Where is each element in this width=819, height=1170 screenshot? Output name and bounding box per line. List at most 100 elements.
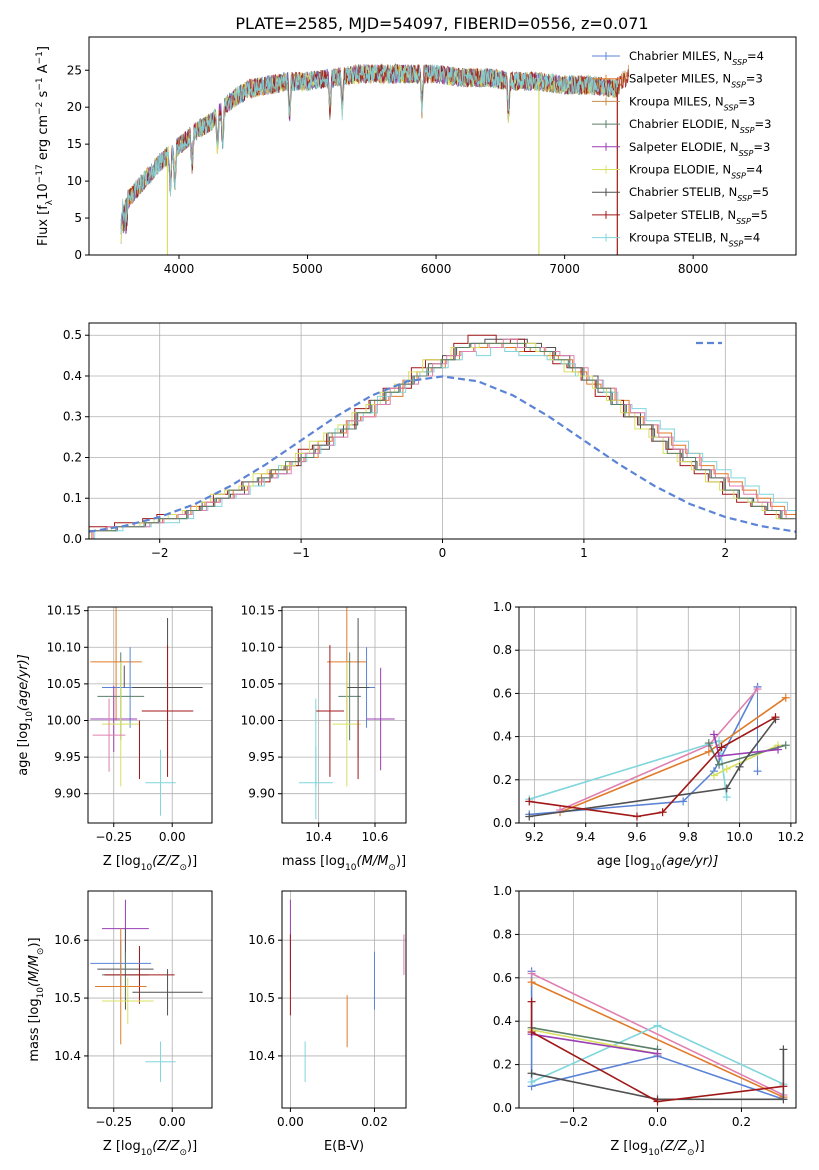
legend-name: Salpeter STELIB [629,208,720,222]
x-label-text: Z [log [610,1139,648,1154]
y-tick-label: 0.2 [493,1058,512,1072]
y-tick-label: 10.5 [248,991,275,1005]
legend-eq: = [755,117,765,131]
legend-sub: SSP [731,80,746,89]
x-tick-label: 10.0 [726,830,753,844]
y-tick-label: 9.95 [248,750,275,764]
y-axis-label: age [log10(age/yr)] [16,654,35,776]
legend-eq: = [746,72,756,86]
y-tick-label: 0.6 [493,686,512,700]
legend-nssp: 5 [760,208,767,222]
legend-sub: SSP [740,126,755,135]
plot-area [120,62,629,255]
x-label-end: )] [695,1139,705,1154]
legend-eq: = [747,49,757,63]
x-tick-label: 0.00 [159,1115,186,1129]
axes-frame [281,606,407,824]
legend-nssp: 4 [753,231,760,245]
legend-nssp: 3 [748,94,755,108]
plot-area [90,899,203,1082]
y-tick-label: 0.5 [63,328,82,342]
y-tick-label: 10.15 [47,604,81,618]
x-label-sub: 10 [141,863,153,873]
mass-weight-line [529,686,759,816]
grid [519,606,796,824]
x-label-text: Z [log [103,854,141,869]
mass-weight-line [559,688,759,811]
x-tick-label: 0 [439,546,447,560]
x-label-sun: ⊙ [179,1148,187,1158]
panel-age-vs-mass: 10.4 10.6 9.90 9.95 10.00 10.05 10.10 10.15 mass… [241,604,407,873]
grid [88,891,212,1108]
ylabel-sup: −2 [35,102,45,115]
legend-sep: , N [721,185,737,199]
mass-weight-line [531,972,784,1096]
x-tick-label: 6000 [421,262,452,276]
legend-name: Salpeter MILES [629,72,715,86]
legend-sub: SSP [731,171,746,180]
y-tick-label: 9.90 [54,787,81,801]
x-tick-label: 9.4 [576,830,595,844]
y-label-rest: (age/yr)] [16,654,31,711]
x-tick-label: 8000 [678,262,709,276]
x-tick-label: 10.4 [305,830,332,844]
grid [282,607,406,823]
grid [519,890,796,1109]
legend-name: Salpeter ELODIE [629,140,723,154]
x-label-end: )] [187,854,197,869]
x-tick-label: −0.25 [95,1115,132,1129]
x-axis-label: mass [log10(M/M⊙)] [282,854,406,873]
y-label-text: mass [log [27,998,42,1061]
histogram-step [89,342,795,532]
legend-sep: , N [713,231,729,245]
histogram-step [91,342,796,539]
y-label-text: age [log [16,723,31,776]
y-label-sub: 10 [25,711,35,723]
gaussian-curve [89,375,796,533]
legend-entry: Salpeter MILES, NSSP=3 [629,72,763,90]
legend-eq: = [751,208,761,222]
ylabel-part: ] [36,46,51,51]
x-label-text: age [log [597,854,650,869]
legend-sep: , N [723,140,739,154]
y-tick-label: 9.95 [54,750,81,764]
legend-nssp: 5 [762,185,769,199]
y-axis-label: mass [log10(M/M⊙)] [27,937,46,1061]
y-tick-label: 0.0 [493,816,512,830]
panel-residuals: −2 −1 0 1 2 0.0 0.1 0.2 0.3 0.4 0.5 [63,322,797,560]
legend-name: Kroupa STELIB [629,231,713,245]
spectrum-line-kroupa-elodie [120,64,619,243]
y-label-end: )] [27,937,42,947]
y-tick-label: 10.00 [241,713,275,727]
panel-age-vs-Z: −0.25 0.00 9.90 9.95 10.00 10.05 10.10 10.15 Z [… [16,604,213,873]
y-tick-label: 15 [67,137,82,151]
x-tick-label: −1 [292,546,310,560]
y-tick-label: 0.0 [63,532,82,546]
panel-mass-weight-vs-Z: −0.2 0.0 0.2 0.0 0.2 0.4 0.6 0.8 1.0 Z [log10(Z/Z… [493,884,797,1158]
x-tick-label: 4000 [164,262,195,276]
axes-frame [87,606,213,824]
spectrum-line-salpeter-elodie [120,64,619,235]
ylabel-part: s [36,90,51,101]
x-tick-label: 10.6 [362,830,389,844]
x-label-rest: (M/M [357,854,389,869]
ylabel-sup: −17 [35,164,45,183]
legend-eq: = [752,185,762,199]
histogram-step [89,342,791,532]
axes-frame [87,890,213,1109]
y-tick-label: 0.4 [493,730,512,744]
legend-sub: SSP [736,216,751,225]
y-tick-label: 10.10 [47,640,81,654]
y-axis-label: Flux [fλ10−17 erg cm−2 s−1 A−1] [35,46,55,246]
x-label-text: Z [log [103,1139,141,1154]
legend-eq: = [743,231,753,245]
y-tick-label: 0.8 [493,643,512,657]
legend-name: Kroupa MILES [629,94,708,108]
y-tick-label: 25 [67,63,82,77]
y-tick-label: 10 [67,174,82,188]
ylabel-part: erg cm [36,115,51,164]
legend-eq: = [753,140,763,154]
